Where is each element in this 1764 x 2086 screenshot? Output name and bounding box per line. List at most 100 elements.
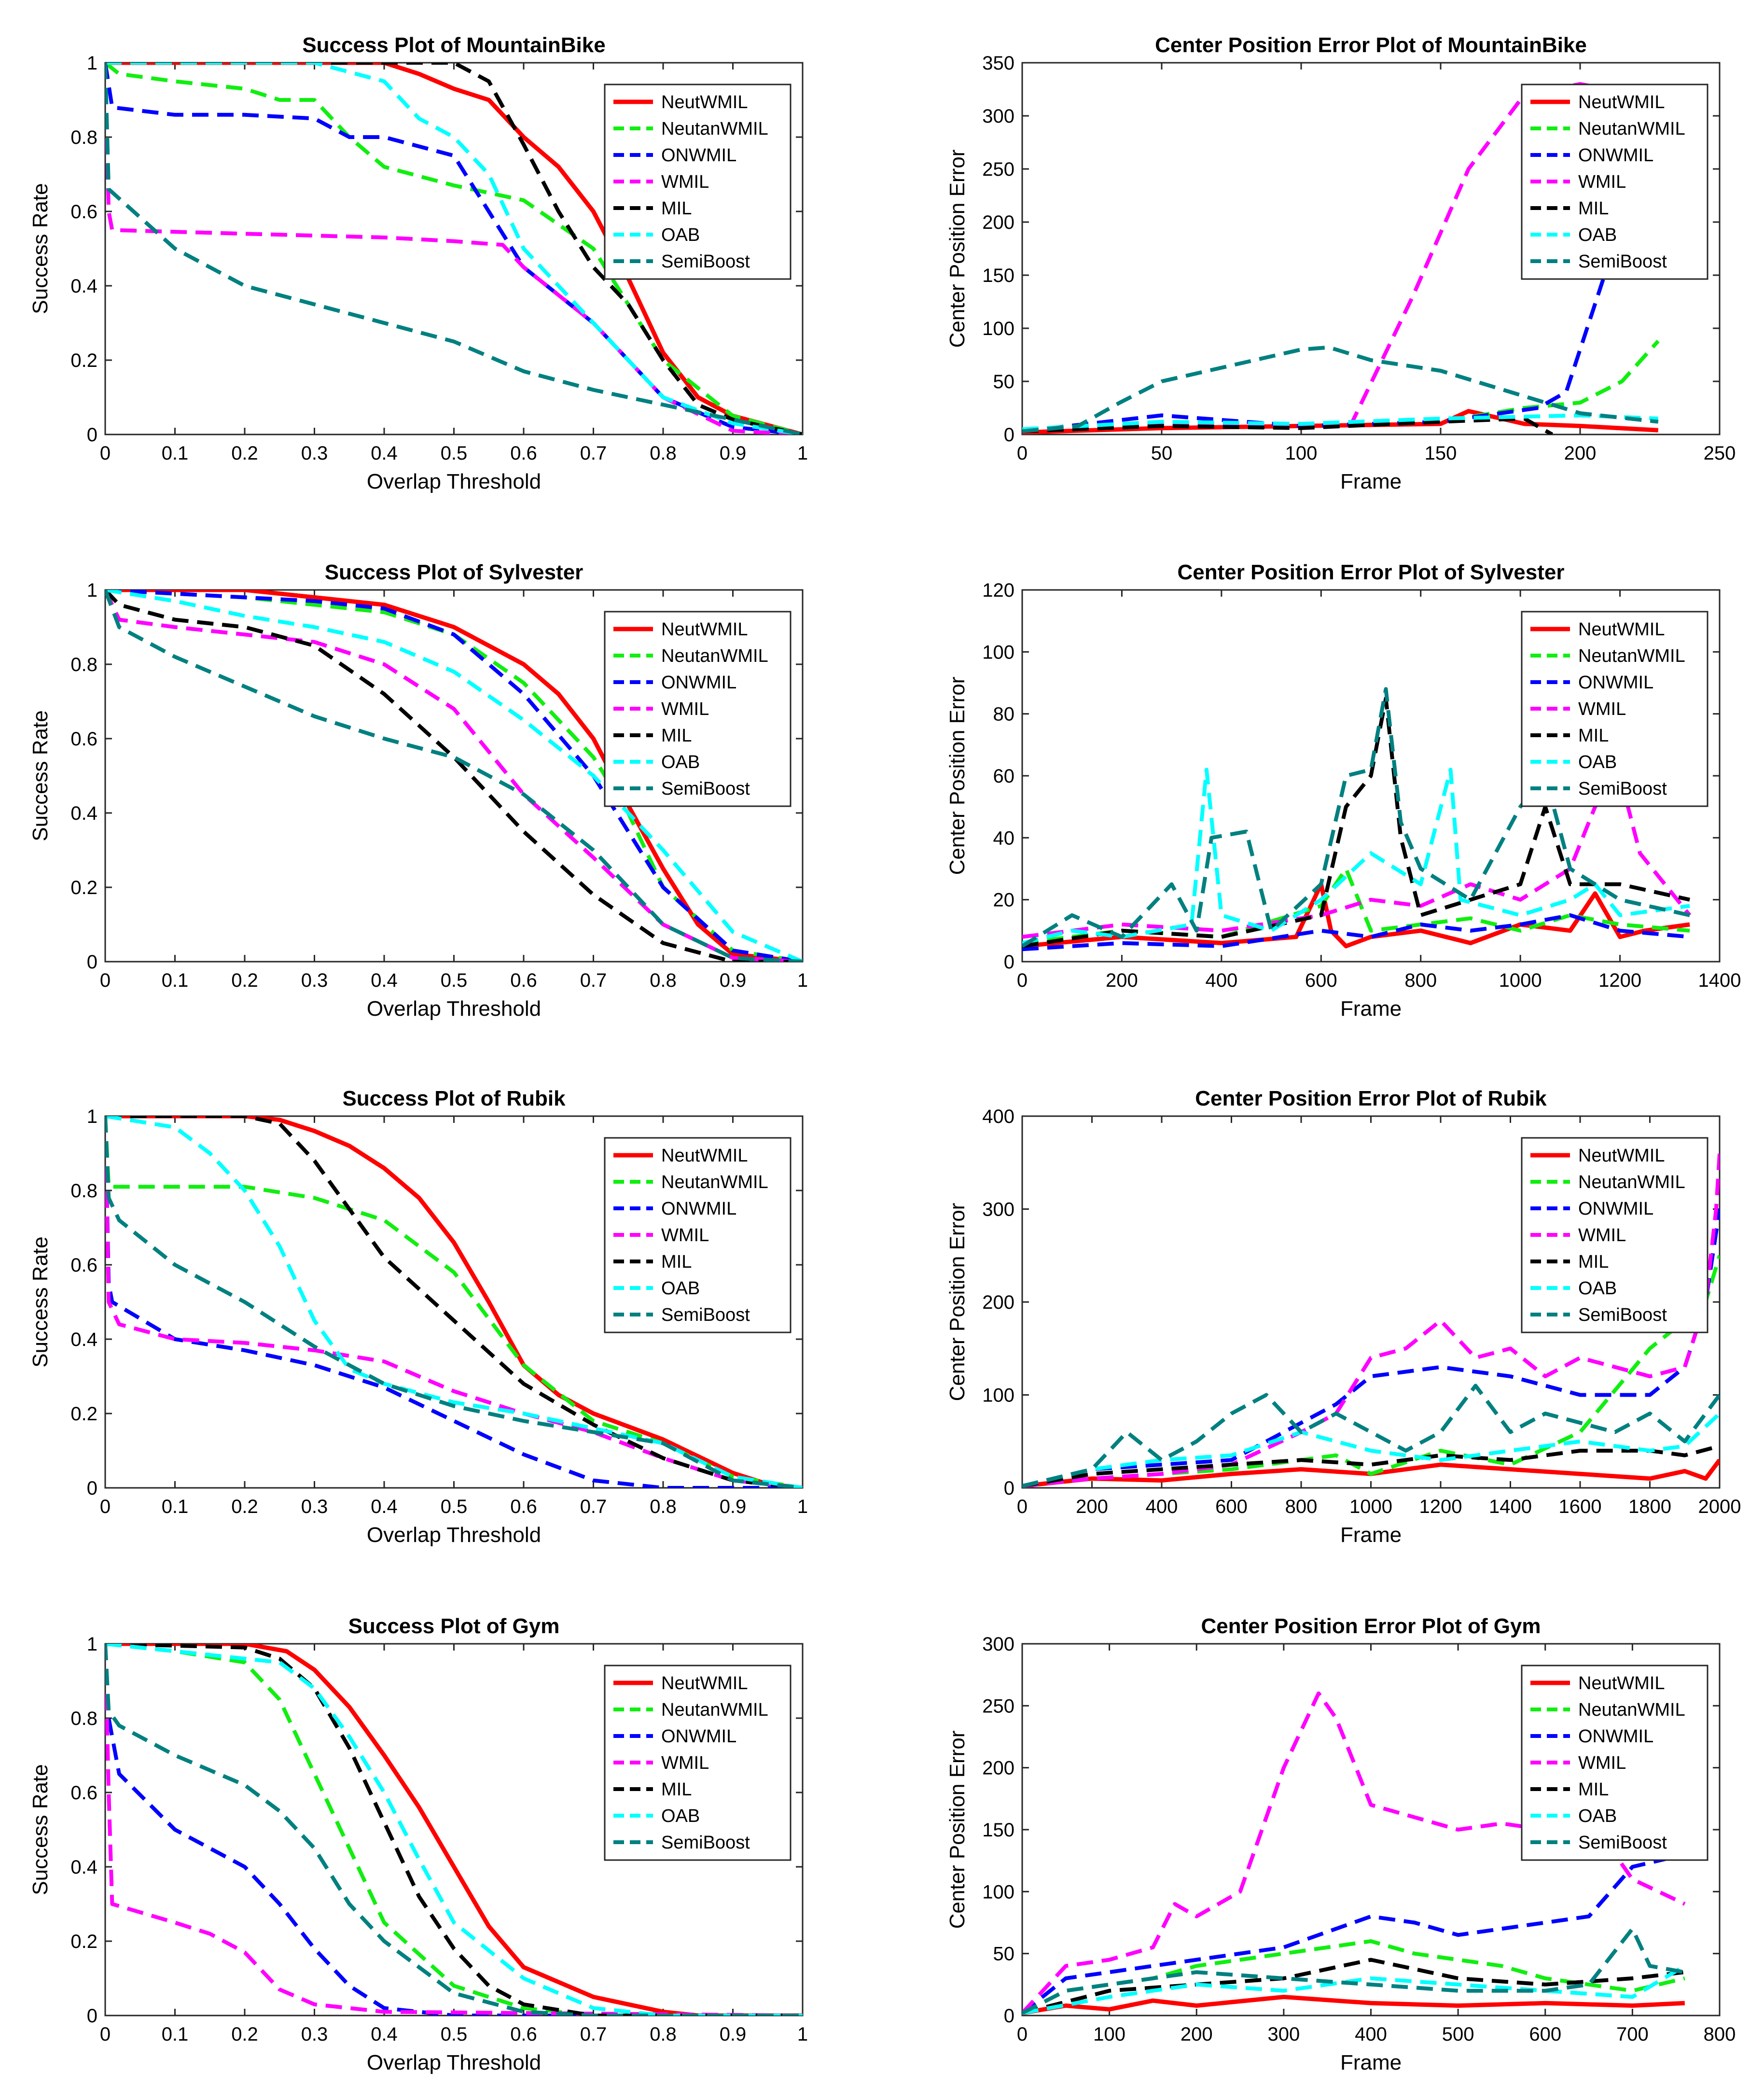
y-tick-label: 0: [1004, 1478, 1014, 1499]
series-line-SemiBoost: [105, 590, 803, 962]
y-tick-label: 200: [982, 1758, 1014, 1779]
series-line-ONWMIL: [105, 1644, 803, 2016]
legend-label: WMIL: [661, 699, 709, 719]
legend-label: ONWMIL: [661, 145, 736, 166]
y-tick-label: 400: [982, 1106, 1014, 1127]
x-tick-label: 0: [1017, 1496, 1028, 1517]
legend-label: NeutanWMIL: [1578, 1700, 1685, 1720]
chart-title: Success Plot of Rubik: [342, 1087, 566, 1110]
series-line-OAB: [105, 590, 803, 962]
x-tick-label: 0.3: [301, 970, 328, 991]
y-tick-label: 1: [87, 580, 97, 601]
x-axis-label: Frame: [1340, 2051, 1402, 2074]
y-axis-label: Center Position Error: [945, 677, 969, 875]
chart-panel: 0 0.1 0.2 0.3 0.4 0.5 0.6 0.7 0.8 0.9 1 0 0.2 0.4 0.6 0…: [28, 1087, 808, 1547]
x-tick-label: 600: [1305, 970, 1337, 991]
x-tick-label: 1: [797, 1496, 808, 1517]
y-axis-label: Success Rate: [28, 1236, 52, 1367]
chart-panel: 0 200 400 600 800 1000 1200 1400 0 20 40 60 80 100 120…: [945, 560, 1741, 1021]
y-tick-label: 100: [982, 1881, 1014, 1903]
x-tick-label: 1400: [1698, 970, 1741, 991]
y-tick-label: 300: [982, 1634, 1014, 1655]
y-tick-label: 0.4: [70, 276, 97, 297]
y-tick-label: 1: [87, 53, 97, 74]
legend-label: OAB: [661, 1278, 700, 1299]
y-tick-label: 60: [993, 766, 1015, 787]
y-tick-label: 0: [87, 2005, 97, 2027]
series-line-NeutWMIL: [1022, 1995, 1685, 2016]
series-line-NeutanWMIL: [105, 1644, 803, 2016]
x-tick-label: 0: [1017, 2024, 1028, 2045]
y-tick-label: 0.2: [70, 877, 97, 898]
x-tick-label: 0.1: [162, 2024, 189, 2045]
x-tick-label: 200: [1564, 443, 1597, 464]
x-tick-label: 300: [1268, 2024, 1300, 2045]
series-line-NeutWMIL: [105, 1116, 803, 1488]
x-tick-label: 500: [1442, 2024, 1474, 2045]
series-line-NeutanWMIL: [105, 63, 803, 434]
legend-label: NeutanWMIL: [1578, 646, 1685, 666]
y-tick-label: 120: [982, 580, 1014, 601]
x-tick-label: 1200: [1419, 1496, 1462, 1517]
series-line-MIL: [105, 1644, 803, 2016]
series-line-SemiBoost: [105, 63, 803, 434]
chart-title: Success Plot of MountainBike: [302, 33, 605, 57]
y-tick-label: 100: [982, 642, 1014, 663]
x-tick-label: 600: [1529, 2024, 1561, 2045]
x-tick-label: 0.5: [441, 1496, 468, 1517]
legend-label: SemiBoost: [1578, 252, 1667, 272]
chart-title: Center Position Error Plot of Gym: [1201, 1614, 1541, 1638]
x-axis-label: Overlap Threshold: [367, 1523, 541, 1547]
series-line-ONWMIL: [1022, 221, 1624, 434]
series-line-SemiBoost: [1022, 345, 1659, 434]
chart-panel: 0 50 100 150 200 250 0 50 100 150 200 250 300 350 Cent…: [945, 33, 1736, 493]
y-tick-label: 40: [993, 827, 1015, 849]
x-tick-label: 1400: [1489, 1496, 1532, 1517]
legend-label: MIL: [661, 726, 692, 746]
y-tick-label: 250: [982, 159, 1014, 180]
x-tick-label: 1000: [1499, 970, 1542, 991]
x-tick-label: 0.8: [650, 443, 677, 464]
legend-label: WMIL: [1578, 172, 1626, 192]
series-line-NeutWMIL: [105, 1644, 803, 2016]
x-tick-label: 0.9: [720, 2024, 747, 2045]
series-line-MIL: [105, 63, 803, 434]
y-tick-label: 80: [993, 704, 1015, 725]
legend-label: OAB: [1578, 1278, 1617, 1299]
legend: NeutWMIL NeutanWMIL ONWMIL WMIL MIL OAB SemiBo…: [604, 1137, 792, 1333]
x-tick-label: 1200: [1598, 970, 1641, 991]
x-tick-label: 800: [1704, 2024, 1736, 2045]
x-tick-label: 0.9: [720, 1496, 747, 1517]
legend-label: SemiBoost: [661, 1305, 750, 1325]
x-tick-label: 0.5: [441, 2024, 468, 2045]
x-tick-label: 200: [1181, 2024, 1213, 2045]
legend: NeutWMIL NeutanWMIL ONWMIL WMIL MIL OAB SemiBo…: [604, 84, 792, 280]
y-tick-label: 0.2: [70, 350, 97, 371]
x-tick-label: 0.7: [580, 443, 607, 464]
series-group: [105, 1644, 803, 2016]
y-tick-label: 20: [993, 890, 1015, 911]
x-axis-label: Frame: [1340, 1523, 1402, 1547]
legend-label: ONWMIL: [1578, 672, 1653, 693]
x-tick-label: 800: [1404, 970, 1437, 991]
x-tick-label: 0.8: [650, 970, 677, 991]
x-tick-label: 0.4: [371, 443, 398, 464]
legend-label: NeutanWMIL: [661, 1172, 768, 1192]
series-line-SemiBoost: [1022, 1927, 1685, 2015]
x-tick-label: 0.9: [720, 443, 747, 464]
x-tick-label: 800: [1285, 1496, 1318, 1517]
x-tick-label: 2000: [1698, 1496, 1741, 1517]
legend-label: NeutWMIL: [1578, 1673, 1665, 1694]
legend-label: WMIL: [1578, 1225, 1626, 1246]
x-tick-label: 0.1: [162, 970, 189, 991]
x-tick-label: 0.7: [580, 2024, 607, 2045]
legend-box: [1521, 1665, 1708, 1861]
x-tick-label: 1: [797, 970, 808, 991]
series-line-OAB: [1022, 413, 1658, 431]
x-tick-label: 0.6: [510, 443, 537, 464]
x-tick-label: 0.2: [231, 970, 258, 991]
series-group: [1022, 1153, 1720, 1488]
y-tick-label: 0: [1004, 952, 1014, 973]
y-tick-label: 0.6: [70, 728, 97, 750]
series-line-NeutWMIL: [105, 63, 803, 434]
